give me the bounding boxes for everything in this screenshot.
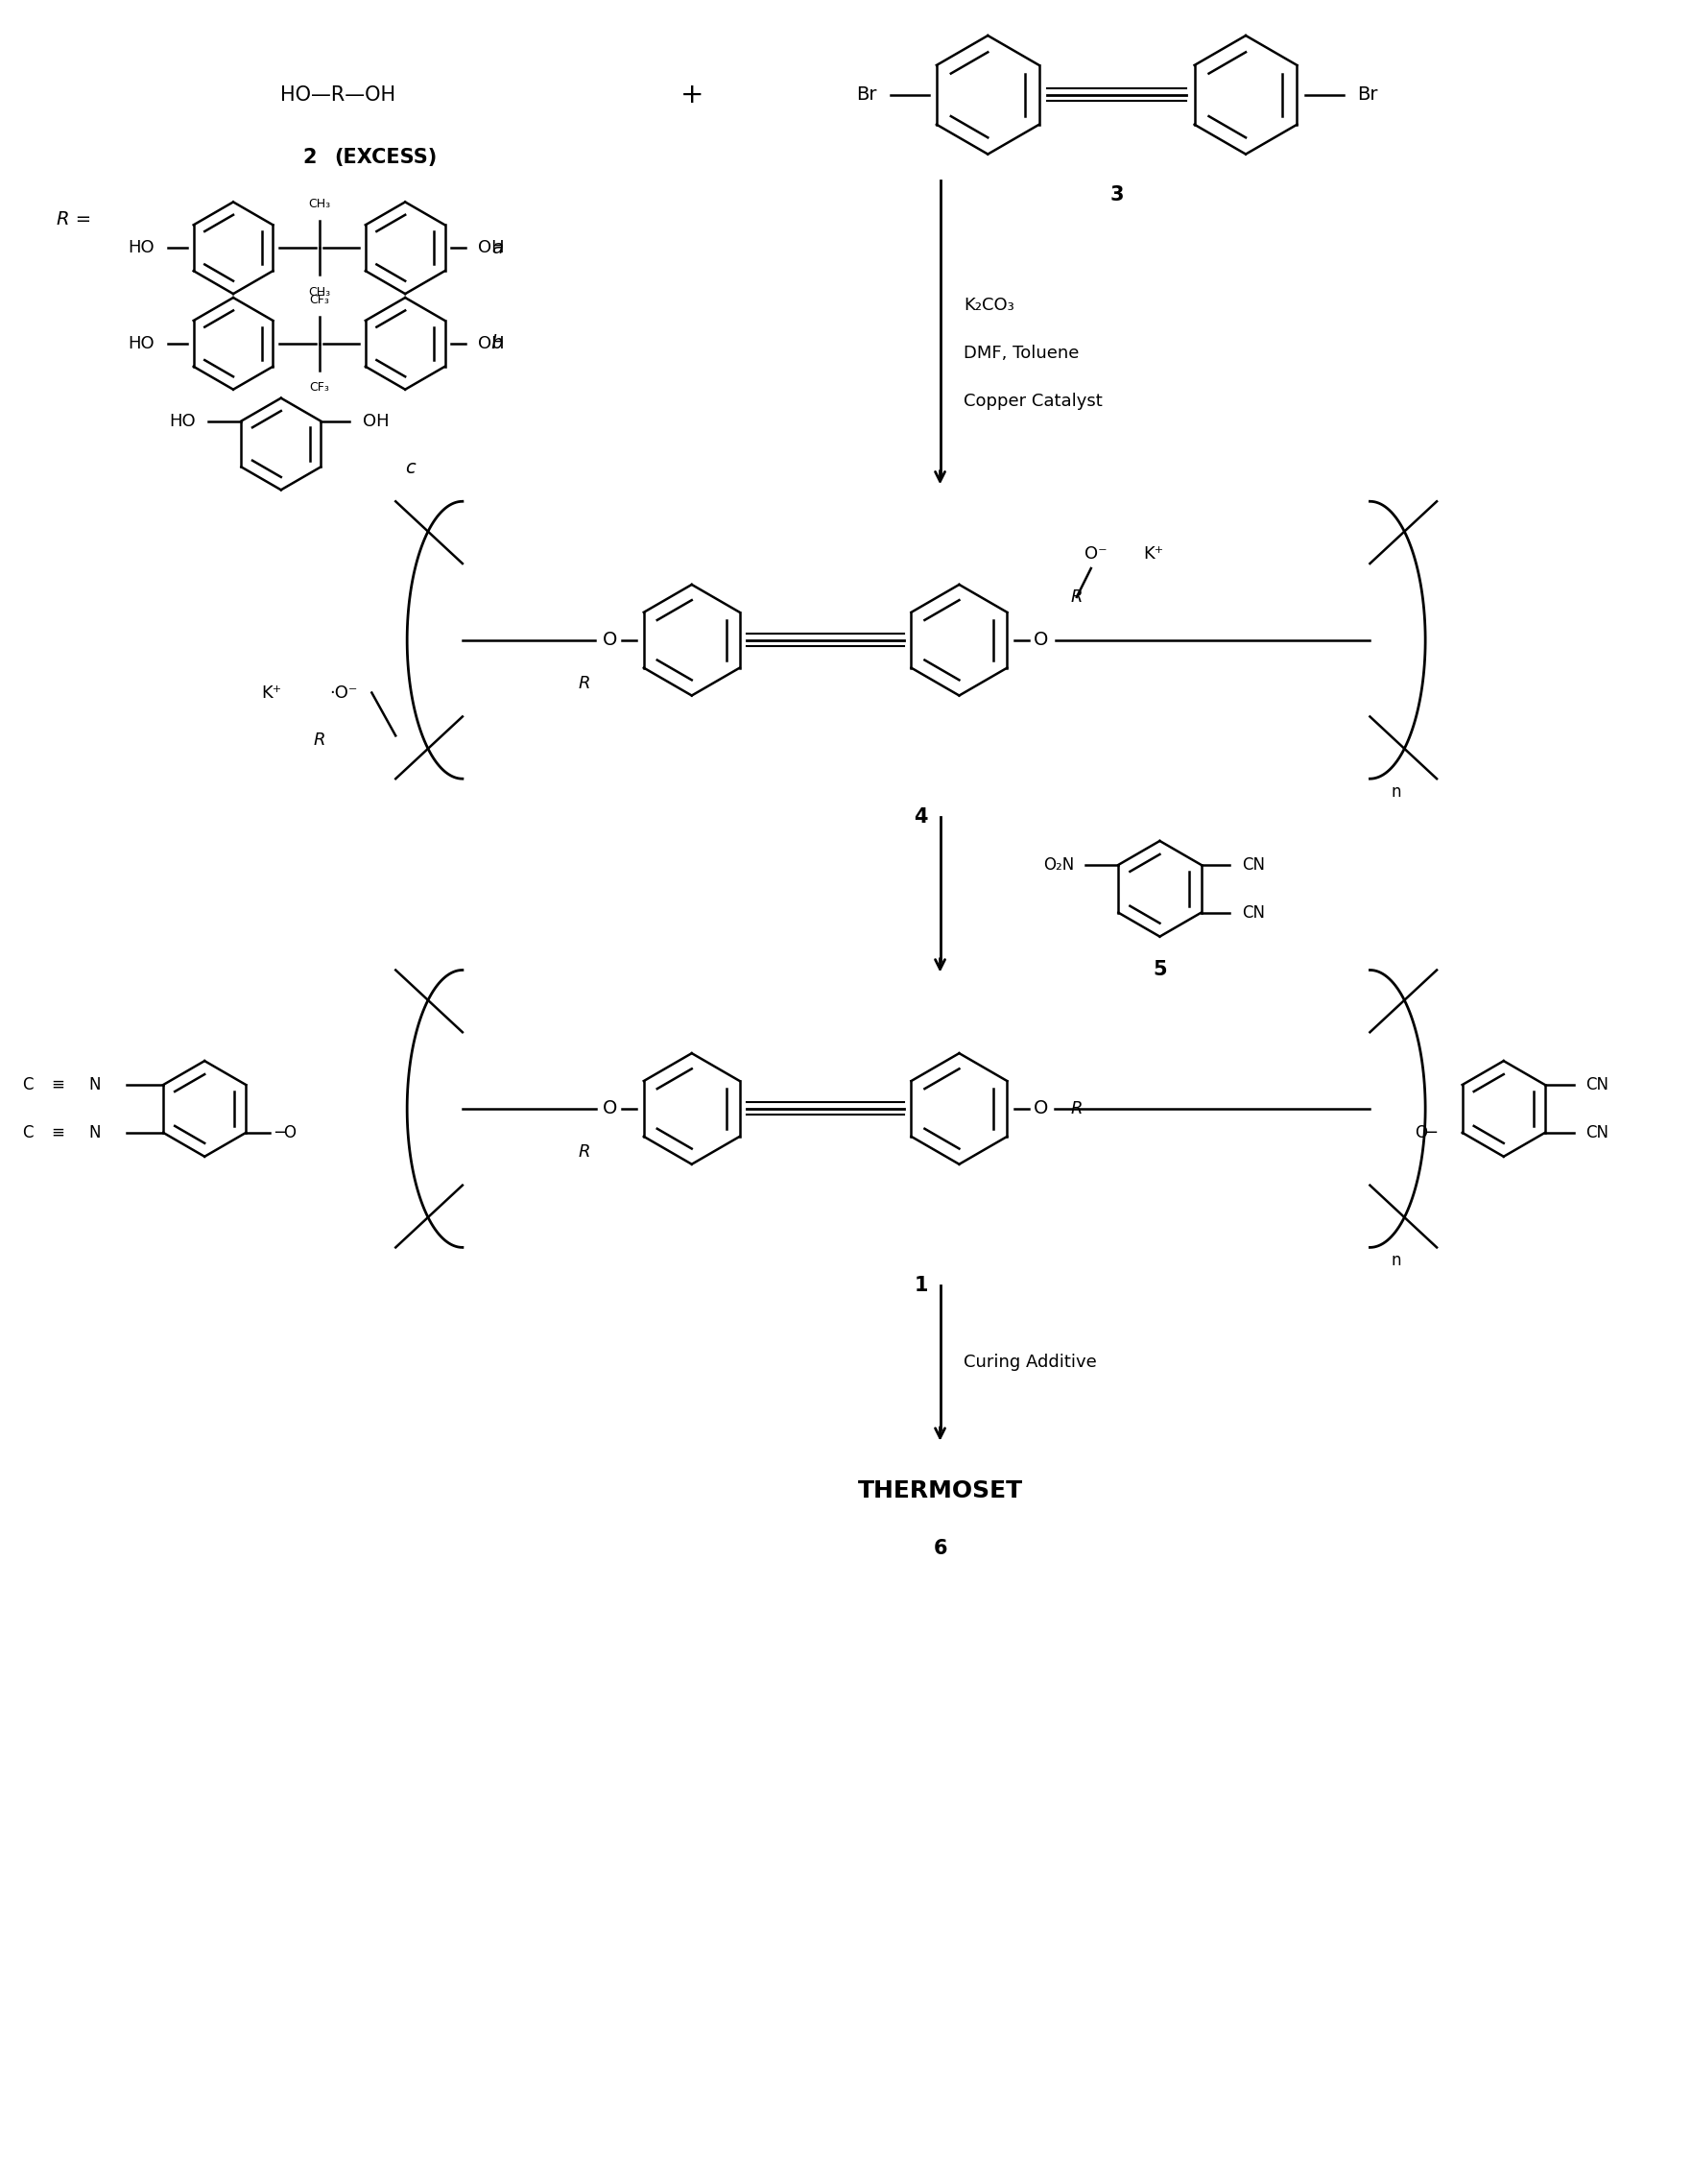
Text: 5: 5 — [1152, 961, 1167, 981]
Text: Br: Br — [1357, 85, 1377, 105]
Text: HO: HO — [169, 413, 195, 430]
Text: OH: OH — [477, 240, 504, 256]
Text: 1: 1 — [914, 1275, 927, 1295]
Text: R: R — [313, 732, 325, 749]
Text: O: O — [602, 631, 618, 649]
Text: R: R — [1071, 1101, 1083, 1118]
Text: C: C — [22, 1077, 34, 1094]
Text: ─O: ─O — [276, 1125, 298, 1142]
Text: C: C — [22, 1125, 34, 1142]
Text: ·O⁻: ·O⁻ — [328, 684, 357, 701]
Text: O: O — [602, 1099, 618, 1118]
Text: HO: HO — [129, 334, 154, 352]
Text: K⁺: K⁺ — [261, 684, 281, 701]
Text: 6: 6 — [932, 1540, 948, 1559]
Text: OH: OH — [362, 413, 389, 430]
Text: 2: 2 — [303, 149, 316, 166]
Text: CN: CN — [1242, 856, 1266, 874]
Text: R: R — [577, 1142, 591, 1160]
Text: CN: CN — [1585, 1077, 1609, 1094]
Text: CF₃: CF₃ — [310, 293, 330, 306]
Text: R =: R = — [56, 210, 91, 229]
Text: N: N — [88, 1077, 100, 1094]
Text: O₂N: O₂N — [1044, 856, 1074, 874]
Text: HO—R—OH: HO—R—OH — [281, 85, 396, 105]
Text: N: N — [88, 1125, 100, 1142]
Text: n: n — [1391, 784, 1401, 802]
Text: ≡: ≡ — [51, 1125, 64, 1142]
Text: CF₃: CF₃ — [310, 382, 330, 393]
Text: K⁺: K⁺ — [1144, 546, 1162, 563]
Text: CH₃: CH₃ — [308, 199, 330, 210]
Text: Br: Br — [856, 85, 876, 105]
Text: O: O — [1034, 631, 1049, 649]
Text: +: + — [680, 81, 704, 109]
Text: O: O — [1034, 1099, 1049, 1118]
Text: DMF, Toluene: DMF, Toluene — [964, 345, 1079, 363]
Text: a: a — [491, 238, 503, 258]
Text: CH₃: CH₃ — [308, 286, 330, 299]
Text: R: R — [577, 675, 591, 692]
Text: ≡: ≡ — [51, 1077, 64, 1094]
Text: O─: O─ — [1415, 1125, 1437, 1142]
Text: K₂CO₃: K₂CO₃ — [964, 297, 1015, 314]
Text: (EXCESS): (EXCESS) — [335, 149, 438, 166]
Text: Copper Catalyst: Copper Catalyst — [964, 393, 1103, 411]
Text: Curing Additive: Curing Additive — [964, 1354, 1096, 1372]
Text: R: R — [1071, 587, 1083, 605]
Text: b: b — [491, 334, 503, 352]
Text: n: n — [1391, 1251, 1401, 1269]
Text: HO: HO — [129, 240, 154, 256]
Text: OH: OH — [477, 334, 504, 352]
Text: O⁻: O⁻ — [1085, 546, 1107, 563]
Text: CN: CN — [1242, 904, 1266, 922]
Text: 3: 3 — [1110, 186, 1123, 205]
Text: c: c — [404, 459, 416, 476]
Text: THERMOSET: THERMOSET — [858, 1481, 1022, 1503]
Text: 4: 4 — [914, 808, 927, 826]
Text: CN: CN — [1585, 1125, 1609, 1142]
